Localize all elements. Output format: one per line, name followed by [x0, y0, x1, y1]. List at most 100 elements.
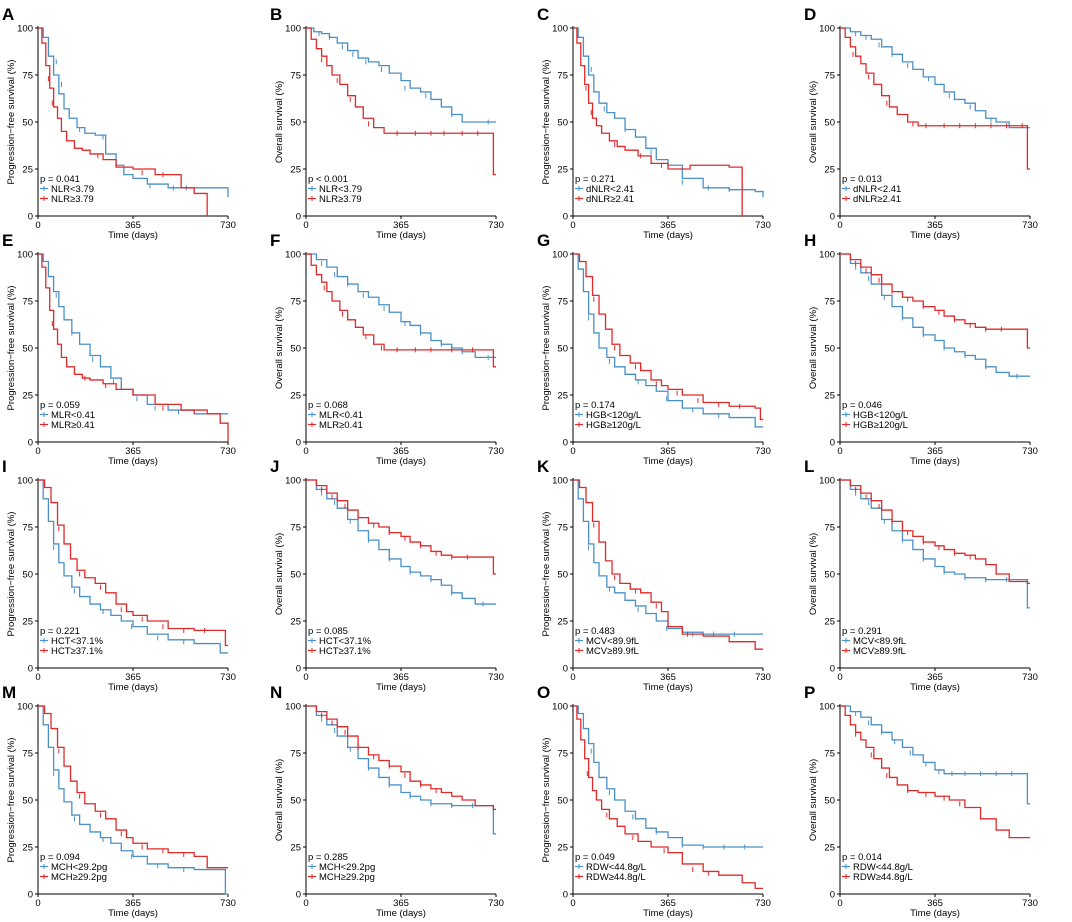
panel-m: M 0 25 50 75 100 0 365 730 Time (days) Progression… [2, 683, 236, 919]
panel-letter: E [2, 231, 13, 250]
y-tick-label: 50 [557, 796, 568, 807]
y-tick-label: 50 [22, 344, 33, 355]
legend-label: NLR≥3.79 [51, 194, 94, 205]
panel-l: L 0 25 50 75 100 0 365 730 Time (days) Overall sur… [804, 457, 1038, 693]
y-tick-label: 75 [824, 749, 835, 760]
y-tick-label: 25 [290, 165, 301, 176]
y-tick-label: 50 [824, 570, 835, 581]
p-value: p = 0.041 [40, 174, 80, 185]
y-tick-label: 75 [22, 749, 33, 760]
x-tick-label: 0 [303, 446, 308, 457]
km-curve-red [840, 27, 1030, 170]
y-axis-title: Overall survival (%) [274, 81, 285, 163]
x-tick-label: 0 [303, 220, 308, 231]
x-tick-label: 365 [927, 672, 943, 683]
x-tick-label: 730 [488, 446, 504, 457]
y-tick-label: 25 [22, 617, 33, 628]
x-axis-title: Time (days) [643, 456, 693, 467]
y-tick-label: 25 [557, 391, 568, 402]
panel-o: O 0 25 50 75 100 0 365 730 Time (days) Progression… [537, 683, 771, 919]
p-value: p < 0.001 [308, 174, 348, 185]
x-tick-label: 730 [488, 220, 504, 231]
panel-letter: F [270, 231, 280, 250]
y-axis-title: Progression−free survival (%) [6, 286, 17, 411]
y-axis-title: Progression−free survival (%) [541, 738, 552, 863]
y-tick-label: 75 [22, 71, 33, 82]
panel-e: E 0 25 50 75 100 0 365 730 Time (days) Progression… [2, 231, 236, 467]
y-tick-label: 100 [819, 250, 835, 261]
p-value: p = 0.085 [308, 626, 348, 637]
panel-k: K 0 25 50 75 100 0 365 730 Time (days) Progression… [537, 457, 771, 693]
panel-j: J 0 25 50 75 100 0 365 730 Time (days) Overall sur… [270, 457, 504, 693]
y-axis-title: Overall survival (%) [808, 307, 819, 389]
legend-label: RDW≥44.8g/L [586, 872, 646, 883]
y-tick-label: 0 [28, 438, 33, 449]
p-value: p = 0.174 [575, 400, 615, 411]
p-value: p = 0.291 [842, 626, 882, 637]
y-tick-label: 100 [552, 250, 568, 261]
legend-label: HCT<37.1% [51, 636, 104, 647]
x-axis-title: Time (days) [376, 456, 426, 467]
y-tick-label: 75 [557, 749, 568, 760]
panel-letter: B [270, 5, 282, 24]
panel-letter: M [2, 683, 16, 702]
km-curve-blue [38, 27, 229, 198]
x-tick-label: 365 [393, 220, 409, 231]
y-tick-label: 25 [22, 165, 33, 176]
panel-letter: C [537, 5, 549, 24]
y-tick-label: 50 [557, 344, 568, 355]
x-tick-label: 730 [220, 446, 236, 457]
legend-label: RDW<44.8g/L [853, 862, 913, 873]
km-curve-red [573, 479, 763, 650]
x-tick-label: 0 [570, 220, 575, 231]
legend-label: NLR≥3.79 [319, 194, 362, 205]
legend-label: MLR≥0.41 [51, 420, 95, 431]
x-tick-label: 365 [927, 220, 943, 231]
legend-label: HGB<120g/L [853, 410, 908, 421]
y-tick-label: 75 [557, 71, 568, 82]
legend-label: RDW≥44.8g/L [853, 872, 913, 883]
legend-label: MLR≥0.41 [319, 420, 363, 431]
y-tick-label: 25 [824, 843, 835, 854]
x-tick-label: 730 [1022, 672, 1038, 683]
x-tick-label: 730 [488, 898, 504, 909]
x-axis-title: Time (days) [108, 230, 158, 241]
y-axis-title: Progression−free survival (%) [541, 60, 552, 185]
x-tick-label: 0 [303, 898, 308, 909]
y-tick-label: 0 [830, 212, 835, 223]
legend-label: MCH<29.2pg [319, 862, 375, 873]
p-value: p = 0.483 [575, 626, 615, 637]
x-tick-label: 365 [393, 898, 409, 909]
y-tick-label: 25 [290, 617, 301, 628]
legend-label: dNLR≥2.41 [586, 194, 634, 205]
y-tick-label: 0 [830, 890, 835, 901]
x-tick-label: 0 [303, 672, 308, 683]
km-curve-red [573, 253, 763, 421]
km-curve-red [840, 253, 1030, 349]
y-tick-label: 75 [290, 749, 301, 760]
x-tick-label: 365 [125, 898, 141, 909]
y-tick-label: 50 [22, 118, 33, 129]
y-tick-label: 100 [552, 476, 568, 487]
y-axis-title: Overall survival (%) [808, 81, 819, 163]
y-tick-label: 100 [285, 24, 301, 35]
km-curve-blue [306, 253, 496, 359]
panel-letter: A [2, 5, 14, 24]
y-tick-label: 0 [563, 664, 568, 675]
legend-label: HGB≥120g/L [853, 420, 908, 431]
panel-letter: N [270, 683, 282, 702]
y-tick-label: 75 [290, 523, 301, 534]
y-tick-label: 0 [296, 212, 301, 223]
x-axis-title: Time (days) [910, 908, 960, 919]
panel-c: C 0 25 50 75 100 0 365 730 Time (days) Progression… [537, 5, 771, 241]
panel-i: I 0 25 50 75 100 0 365 730 Time (days) Progression… [2, 457, 236, 693]
x-tick-label: 730 [220, 220, 236, 231]
y-axis-title: Progression−free survival (%) [541, 286, 552, 411]
y-tick-label: 75 [557, 523, 568, 534]
x-tick-label: 365 [393, 446, 409, 457]
x-tick-label: 730 [1022, 220, 1038, 231]
legend-label: MCV<89.9fL [586, 636, 639, 647]
p-value: p = 0.059 [40, 400, 80, 411]
x-axis-title: Time (days) [108, 908, 158, 919]
